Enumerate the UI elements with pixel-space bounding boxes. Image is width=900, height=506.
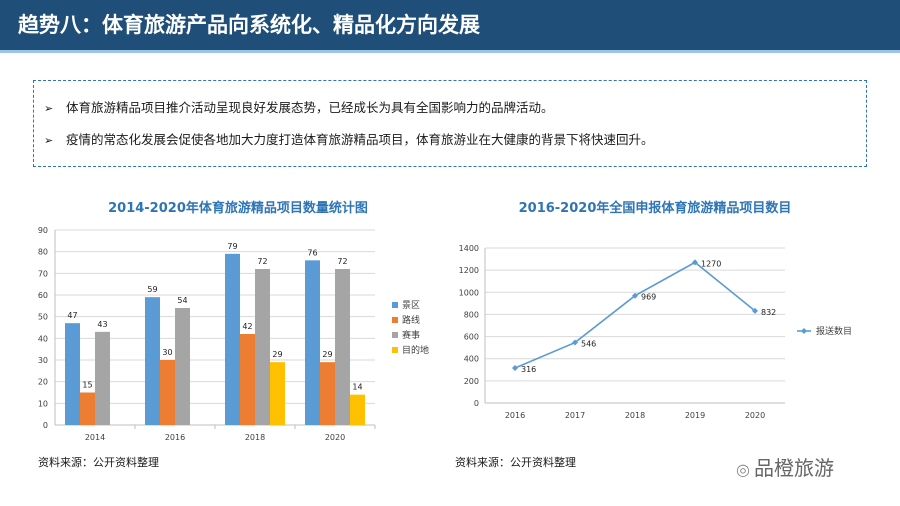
bar <box>160 360 175 425</box>
bullet-box: ➢ 体育旅游精品项目推介活动呈现良好发展态势，已经成长为具有全国影响力的品牌活动。… <box>33 80 867 167</box>
point-data-label: 316 <box>521 365 536 374</box>
point-data-label: 1270 <box>701 259 721 268</box>
bar-data-label: 14 <box>352 383 362 392</box>
data-point <box>752 307 758 314</box>
y-tick-label: 1400 <box>459 244 479 253</box>
bar <box>270 362 285 425</box>
bullet-item: ➢ 体育旅游精品项目推介活动呈现良好发展态势，已经成长为具有全国影响力的品牌活动。 <box>44 97 554 116</box>
y-tick-label: 0 <box>474 399 479 408</box>
wechat-icon: ◎ <box>736 460 750 479</box>
bar <box>95 331 110 425</box>
y-tick-label: 200 <box>464 377 479 386</box>
x-tick-label: 2020 <box>745 411 765 420</box>
bar-data-label: 54 <box>177 296 187 305</box>
arrow-bullet-icon: ➢ <box>44 134 54 147</box>
legend-label: 景区 <box>402 300 420 311</box>
bar-data-label: 30 <box>162 348 172 357</box>
legend-label: 报送数目 <box>816 325 852 337</box>
legend-swatch <box>392 302 398 308</box>
y-tick-label: 90 <box>38 226 48 235</box>
series-line <box>514 261 756 369</box>
arrow-bullet-icon: ➢ <box>44 102 54 115</box>
x-tick-label: 2014 <box>85 433 105 442</box>
bar <box>225 253 240 425</box>
bar <box>240 334 255 425</box>
point-data-label: 969 <box>641 293 656 302</box>
x-tick-label: 2018 <box>625 411 645 420</box>
bar <box>145 297 160 425</box>
data-point <box>632 292 638 299</box>
bar <box>80 392 95 425</box>
point-data-label: 546 <box>581 340 596 349</box>
line-chart: 0 200 400 600 800 1000 1200 1400 2016 2017 2018 201… <box>459 244 852 420</box>
bar-data-label: 47 <box>67 311 77 320</box>
data-point <box>512 365 518 372</box>
line-chart-title: 2016-2020年全国申报体育旅游精品项目数目 <box>518 201 792 216</box>
bar-chart-source: 资料来源：公开资料整理 <box>38 456 159 469</box>
title-divider <box>0 50 900 53</box>
bullet-text: 体育旅游精品项目推介活动呈现良好发展态势，已经成长为具有全国影响力的品牌活动。 <box>66 100 554 115</box>
legend-label: 路线 <box>402 314 420 326</box>
bar <box>305 260 320 425</box>
line-chart-source: 资料来源：公开资料整理 <box>455 456 576 469</box>
y-tick-label: 0 <box>43 421 48 430</box>
brand-logo: ◎ 品橙旅游 <box>736 452 834 481</box>
bullet-item: ➢ 疫情的常态化发展会促使各地加大力度打造体育旅游精品项目，体育旅游业在大健康的背… <box>44 129 654 148</box>
y-tick-label: 60 <box>38 291 48 300</box>
bar-data-label: 72 <box>257 257 267 266</box>
y-tick-label: 10 <box>38 399 48 408</box>
data-point <box>572 339 578 346</box>
bar-data-label: 15 <box>82 381 92 390</box>
data-point <box>692 259 698 266</box>
bar-data-label: 72 <box>337 257 347 266</box>
y-tick-label: 50 <box>38 313 48 322</box>
bar-data-label: 59 <box>147 285 157 294</box>
bar <box>350 394 365 425</box>
legend-label: 目的地 <box>402 344 429 356</box>
x-tick-label: 2018 <box>245 433 265 442</box>
y-tick-label: 800 <box>464 310 479 319</box>
legend-swatch <box>392 317 398 323</box>
title-bar: 趋势八：体育旅游产品向系统化、精品化方向发展 <box>0 0 900 50</box>
y-tick-label: 70 <box>38 269 48 278</box>
y-tick-label: 80 <box>38 248 48 257</box>
y-tick-label: 1200 <box>459 266 479 275</box>
brand-text: 品橙旅游 <box>753 456 834 480</box>
x-tick-label: 2016 <box>165 433 185 442</box>
legend-marker <box>801 328 807 334</box>
point-data-label: 832 <box>761 308 776 317</box>
y-tick-label: 1000 <box>459 288 479 297</box>
y-tick-label: 40 <box>38 334 48 343</box>
page-title: 趋势八：体育旅游产品向系统化、精品化方向发展 <box>18 13 480 37</box>
bar-data-label: 43 <box>97 320 107 329</box>
bar-data-label: 76 <box>307 248 317 257</box>
legend-swatch <box>392 347 398 353</box>
y-tick-label: 600 <box>464 333 479 342</box>
bar-data-label: 29 <box>322 350 332 359</box>
bar <box>320 362 335 425</box>
legend-label: 赛事 <box>402 329 420 341</box>
bar <box>175 308 190 425</box>
bullet-text: 疫情的常态化发展会促使各地加大力度打造体育旅游精品项目，体育旅游业在大健康的背景… <box>66 132 654 147</box>
y-tick-label: 20 <box>38 378 48 387</box>
x-tick-label: 2016 <box>505 411 525 420</box>
bar-data-label: 79 <box>227 242 237 251</box>
bar-chart: 0 10 20 30 40 50 60 70 80 90 2014 47 15 43 2016 59 30 54 2… <box>38 226 429 442</box>
bar-data-label: 29 <box>272 350 282 359</box>
x-tick-label: 2020 <box>325 433 345 442</box>
y-tick-label: 400 <box>464 355 479 364</box>
bar <box>65 323 80 425</box>
bar-chart-title: 2014-2020年体育旅游精品项目数量统计图 <box>108 201 368 216</box>
bar <box>255 269 270 425</box>
x-tick-label: 2017 <box>565 411 585 420</box>
legend-swatch <box>392 332 398 338</box>
bar <box>335 269 350 425</box>
bar-data-label: 42 <box>242 322 252 331</box>
x-tick-label: 2019 <box>685 411 705 420</box>
y-tick-label: 30 <box>38 356 48 365</box>
